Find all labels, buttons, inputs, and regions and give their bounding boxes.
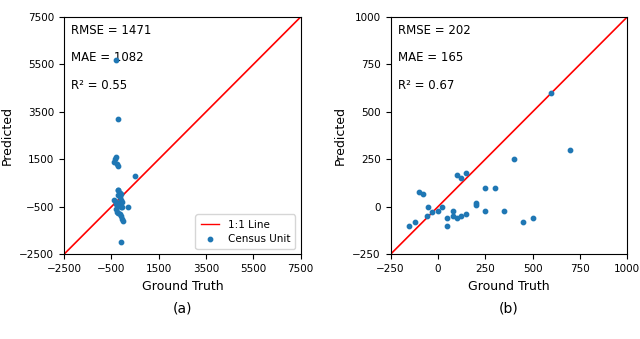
Census Unit — [117, 204, 127, 210]
Text: R² = 0.55: R² = 0.55 — [71, 79, 127, 92]
Census Unit — [118, 218, 128, 224]
Census Unit — [414, 189, 424, 194]
Census Unit — [109, 157, 120, 162]
Census Unit — [565, 147, 575, 153]
Census Unit — [423, 204, 433, 210]
Census Unit — [461, 212, 472, 217]
Census Unit — [470, 202, 481, 207]
Census Unit — [116, 191, 126, 197]
Text: MAE = 1082: MAE = 1082 — [71, 51, 144, 64]
Census Unit — [115, 195, 125, 200]
X-axis label: Ground Truth: Ground Truth — [468, 280, 550, 293]
Census Unit — [448, 208, 458, 213]
Census Unit — [442, 216, 452, 221]
Census Unit — [116, 240, 126, 245]
Census Unit — [109, 159, 119, 164]
Census Unit — [115, 203, 125, 208]
Census Unit — [113, 210, 124, 216]
Census Unit — [111, 154, 121, 160]
Census Unit — [433, 208, 443, 213]
Text: (b): (b) — [499, 302, 519, 316]
Census Unit — [116, 214, 126, 219]
Census Unit — [130, 173, 140, 179]
Census Unit — [113, 187, 124, 193]
Census Unit — [547, 90, 557, 96]
Census Unit — [456, 214, 466, 219]
Census Unit — [527, 216, 538, 221]
Census Unit — [112, 161, 122, 167]
Census Unit — [113, 187, 124, 193]
Text: RMSE = 1471: RMSE = 1471 — [71, 24, 152, 37]
Census Unit — [117, 199, 127, 205]
Census Unit — [115, 190, 125, 195]
Census Unit — [117, 216, 127, 221]
Text: (a): (a) — [173, 302, 192, 316]
Census Unit — [421, 214, 431, 219]
Census Unit — [113, 192, 124, 198]
X-axis label: Ground Truth: Ground Truth — [141, 280, 223, 293]
Census Unit — [518, 219, 528, 225]
Census Unit — [461, 170, 472, 175]
Census Unit — [470, 200, 481, 206]
Census Unit — [452, 216, 462, 221]
Text: R² = 0.67: R² = 0.67 — [397, 79, 454, 92]
Census Unit — [109, 197, 119, 202]
Census Unit — [116, 197, 126, 202]
Census Unit — [123, 204, 133, 210]
Census Unit — [427, 210, 437, 215]
Census Unit — [111, 57, 121, 62]
Census Unit — [442, 223, 452, 228]
Census Unit — [111, 199, 121, 205]
Census Unit — [452, 172, 462, 177]
Census Unit — [113, 202, 124, 207]
Y-axis label: Predicted: Predicted — [1, 106, 13, 165]
Census Unit — [404, 223, 415, 228]
Y-axis label: Predicted: Predicted — [334, 106, 347, 165]
Census Unit — [436, 204, 447, 210]
Census Unit — [456, 176, 466, 181]
Text: RMSE = 202: RMSE = 202 — [397, 24, 470, 37]
Census Unit — [111, 202, 121, 207]
Census Unit — [448, 214, 458, 219]
Census Unit — [111, 206, 121, 212]
Census Unit — [499, 208, 509, 213]
Census Unit — [113, 164, 124, 169]
Census Unit — [116, 204, 126, 210]
Census Unit — [113, 116, 124, 122]
Census Unit — [112, 209, 122, 214]
Census Unit — [509, 157, 519, 162]
Census Unit — [480, 208, 490, 213]
Census Unit — [410, 219, 420, 225]
Legend: 1:1 Line, Census Unit: 1:1 Line, Census Unit — [195, 215, 296, 249]
Census Unit — [418, 191, 428, 196]
Text: MAE = 165: MAE = 165 — [397, 51, 463, 64]
Census Unit — [115, 211, 125, 217]
Census Unit — [490, 185, 500, 191]
Census Unit — [480, 185, 490, 191]
